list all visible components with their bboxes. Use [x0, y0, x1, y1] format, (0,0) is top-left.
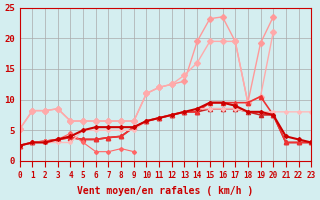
X-axis label: Vent moyen/en rafales ( km/h ): Vent moyen/en rafales ( km/h ): [77, 186, 254, 196]
